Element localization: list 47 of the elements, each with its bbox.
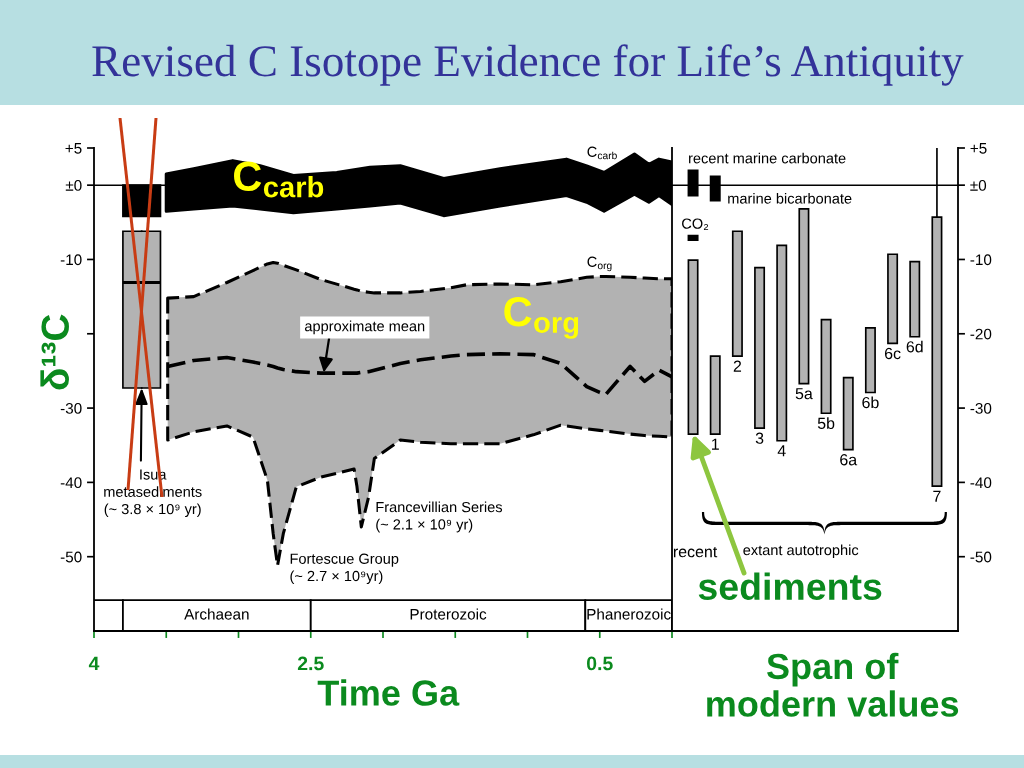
chart-title: Revised C Isotope Evidence for Life’s Antiquity <box>92 44 964 86</box>
x-tick-label: 4 <box>777 445 786 457</box>
series-label: C$_{org}$ <box>504 296 579 339</box>
annotation: C$_{carb}$ <box>234 161 324 198</box>
annotation: CO₂ <box>682 218 709 230</box>
y-tick-label: +5 <box>970 143 987 154</box>
band-label: Phanerozoic <box>587 608 671 620</box>
y-axis-title: δ¹³C <box>40 314 69 390</box>
y-tick-label: -30 <box>60 402 82 414</box>
x-tick-label: 1 <box>712 438 719 450</box>
annotation: recent marine carbonate <box>689 152 846 164</box>
y-tick-label: +5 <box>65 143 82 154</box>
band-label: Proterozoic <box>410 608 487 620</box>
x-tick-label: 6c <box>884 347 901 360</box>
x-tick-label: 6d <box>906 340 923 353</box>
x-tick-label: 4 <box>88 656 100 671</box>
x-axis-title: Span of modern values <box>707 652 959 717</box>
y-tick-label: -50 <box>60 551 82 563</box>
x-tick-label: 5b <box>817 417 835 430</box>
y-tick-label: -10 <box>970 254 992 266</box>
annotation: approximate mean <box>304 320 425 335</box>
y-tick-label: -50 <box>970 551 992 563</box>
x-tick-label: recent <box>673 546 718 558</box>
x-tick-label: 3 <box>755 432 764 444</box>
x-tick-label: 2 <box>733 360 742 372</box>
y-tick-label: -30 <box>970 402 992 414</box>
x-tick-label: 2.5 <box>297 656 324 671</box>
x-tick-label: 7 <box>933 490 941 502</box>
x-axis-title: Time Ga <box>317 679 460 706</box>
x-tick-label: 6a <box>840 454 858 466</box>
y-tick-label: -10 <box>60 254 82 266</box>
y-tick-label: -40 <box>60 477 82 489</box>
band-label: Archaean <box>184 608 249 620</box>
annotation: Francevillian Series (~ 2.1 × 10⁹ yr) <box>376 501 503 533</box>
annotation: Fortescue Group (~ 2.7 × 10⁹yr) <box>290 553 399 585</box>
x-tick-label: 0.5 <box>587 656 613 671</box>
legend-label: C$_{carb}$ <box>587 146 617 160</box>
y-tick-label: -40 <box>970 477 992 489</box>
y-tick-label: ±0 <box>65 180 82 191</box>
y-tick-label: -20 <box>970 328 992 340</box>
annotation: C$_{org}$ <box>587 256 612 272</box>
y-tick-label: ±0 <box>970 180 987 191</box>
x-tick-label: 6b <box>862 396 879 409</box>
annotation: extant autotrophic <box>743 544 859 559</box>
x-tick-label: 5a <box>795 388 813 400</box>
annotation: marine bicarbonate <box>728 192 852 204</box>
annotation: sediments <box>698 572 882 601</box>
